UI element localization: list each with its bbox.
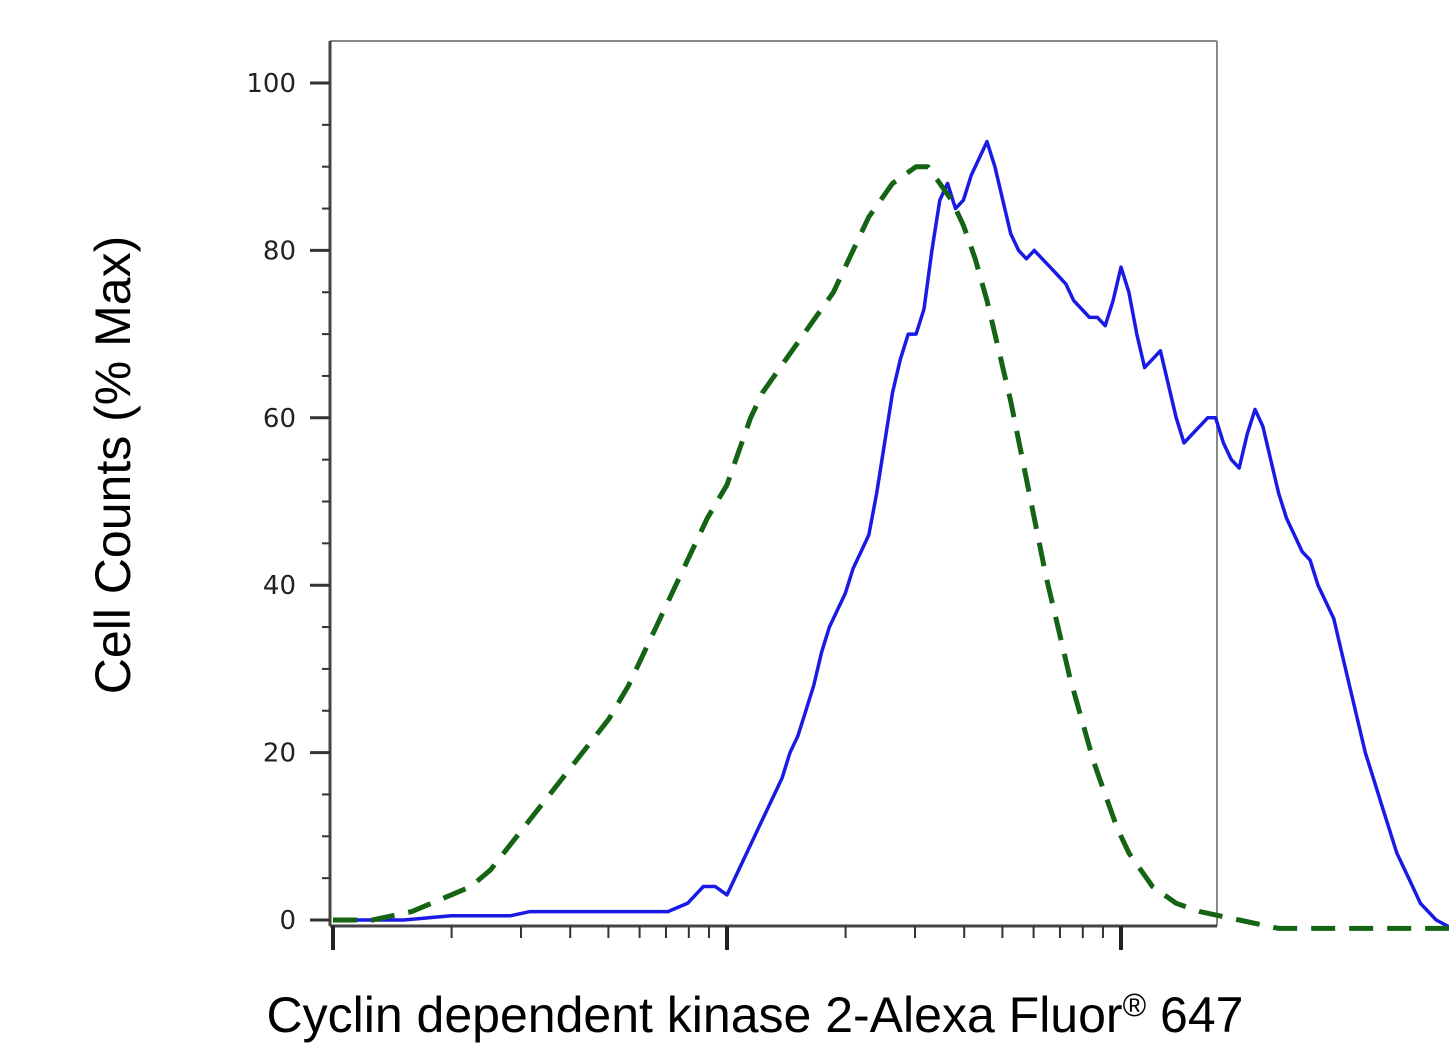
y-tick-label: 0 <box>279 906 296 936</box>
x-axis-title-tail: 647 <box>1146 987 1243 1043</box>
x-axis-title-main: Cyclin dependent kinase 2-Alexa Fluor <box>267 987 1123 1043</box>
control-series-line <box>333 164 1449 931</box>
y-axis-title: Cell Counts (% Max) <box>85 236 141 694</box>
y-tick-label: 100 <box>246 69 296 99</box>
stained-series-line <box>333 139 1449 929</box>
y-axis-ticks: 0 20 40 60 80 100 <box>246 69 330 936</box>
x-axis-ticks <box>331 926 1123 950</box>
y-tick-label: 40 <box>263 571 296 601</box>
y-tick-label: 80 <box>263 236 296 266</box>
y-tick-label: 60 <box>263 404 296 434</box>
registered-mark: ® <box>1123 987 1147 1023</box>
series-layer <box>333 139 1449 931</box>
x-axis-title: Cyclin dependent kinase 2-Alexa Fluor® 6… <box>267 987 1244 1043</box>
y-tick-label: 20 <box>263 739 296 769</box>
plot-frame <box>328 40 1218 928</box>
